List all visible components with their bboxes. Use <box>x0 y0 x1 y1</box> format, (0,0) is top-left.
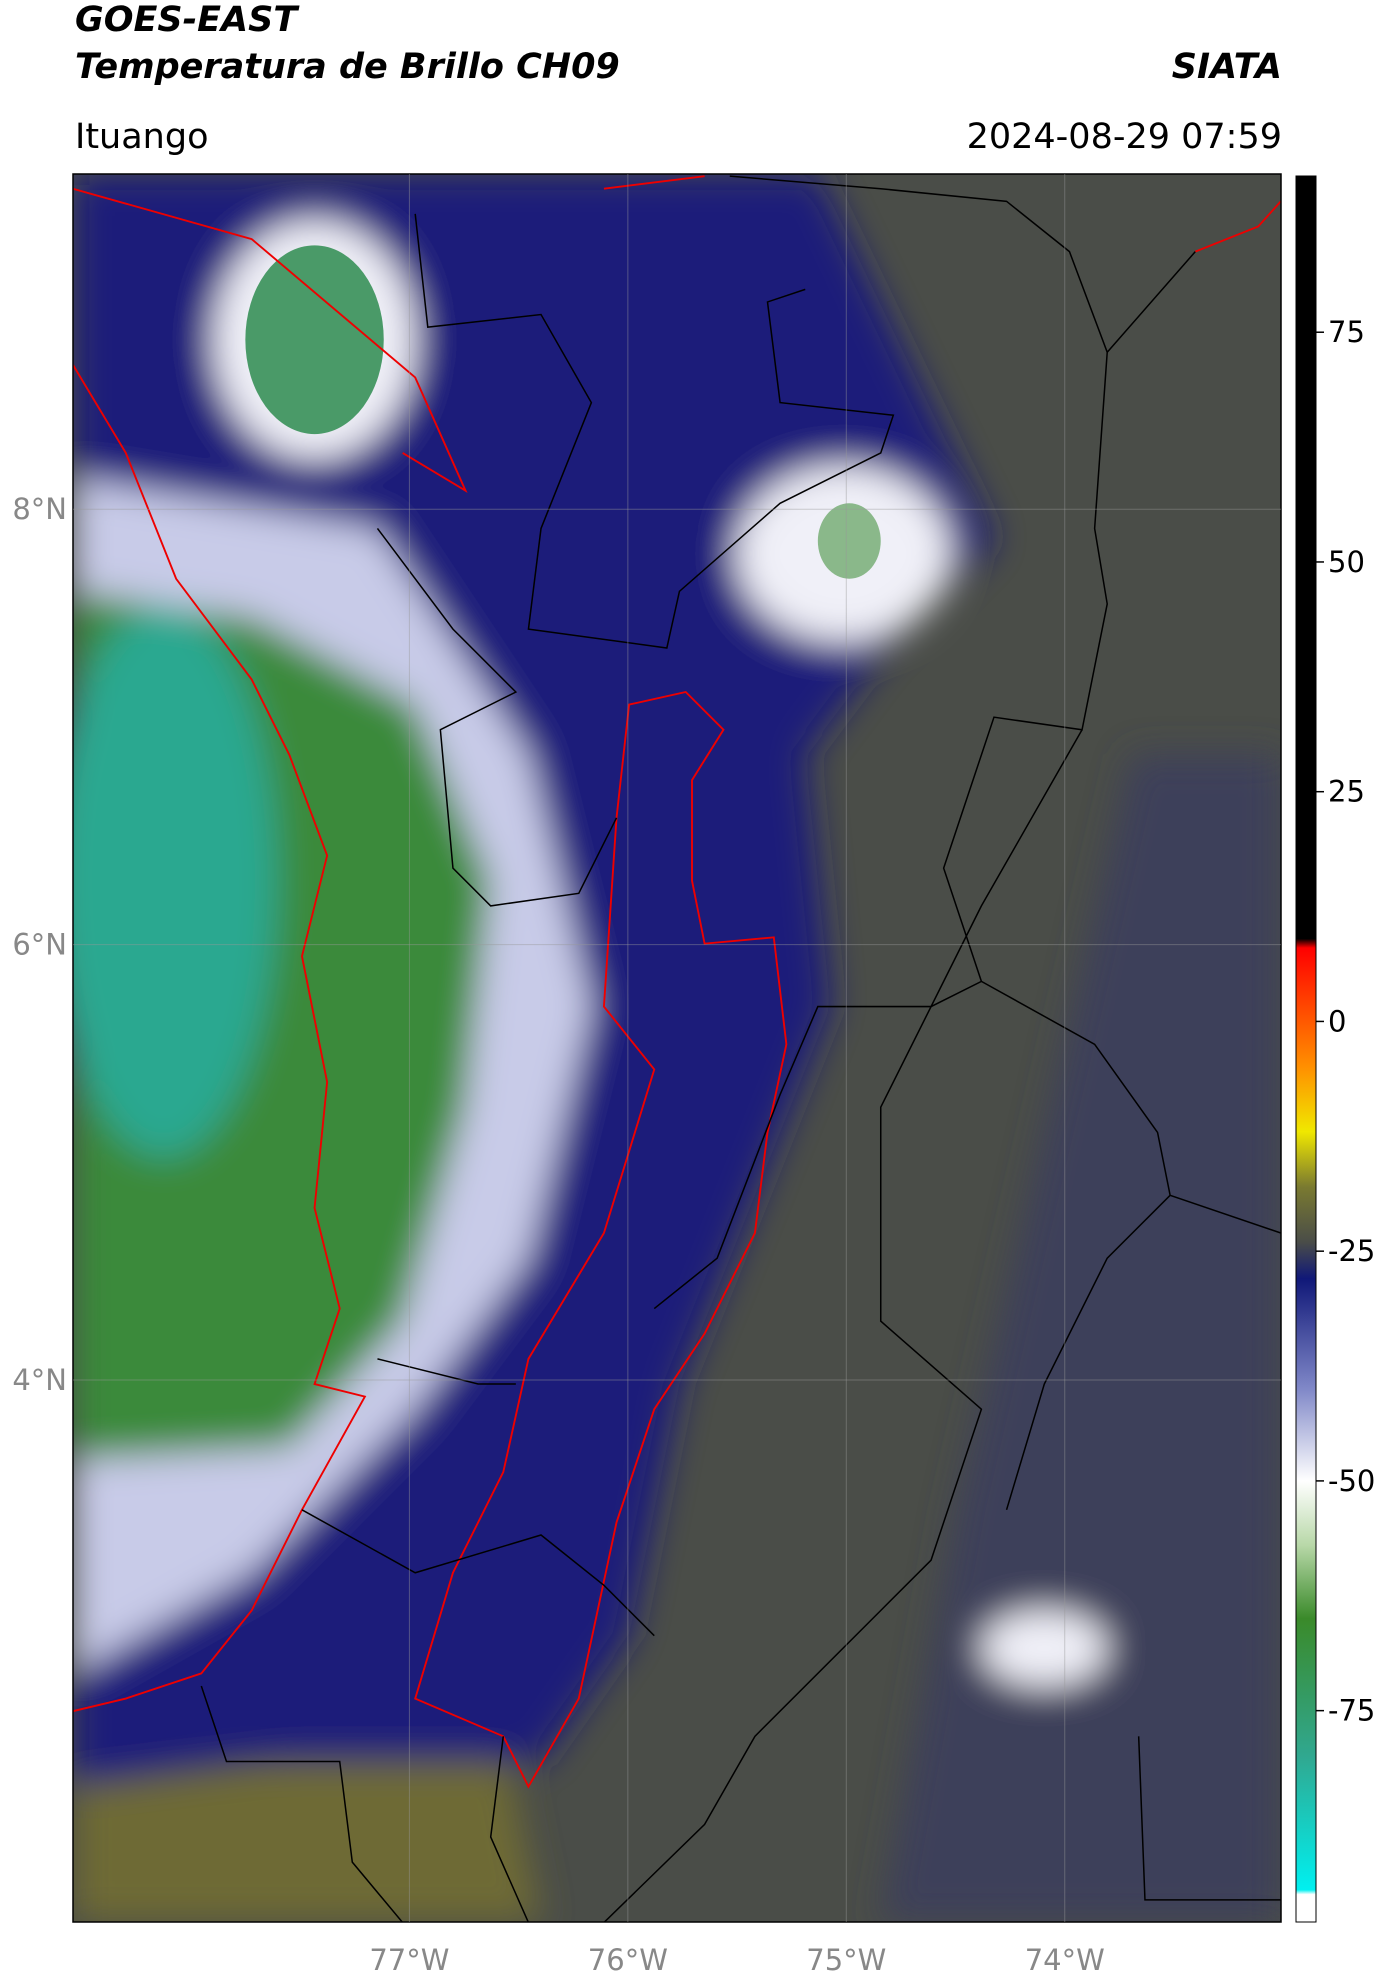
lat-tick-label: 8°N <box>12 492 67 526</box>
lon-tick-label: 76°W <box>588 1943 668 1977</box>
source: SIATA <box>1172 47 1282 87</box>
map-frame <box>72 173 1282 1923</box>
lon-tick-label: 74°W <box>1025 1943 1105 1977</box>
lat-tick-label: 4°N <box>12 1363 67 1397</box>
lon-tick-label: 75°W <box>806 1943 886 1977</box>
location: Ituango <box>75 117 209 157</box>
subtitle: Temperatura de Brillo CH09 <box>75 47 620 87</box>
colorbar <box>1295 175 1317 1923</box>
lon-tick-label: 77°W <box>369 1943 449 1977</box>
colorbar-tick-label: -25 <box>1328 1234 1375 1268</box>
datetime: 2024-08-29 07:59 <box>967 117 1282 157</box>
map-image <box>73 174 1281 1922</box>
colorbar-tick-label: -50 <box>1328 1464 1375 1498</box>
colorbar-tick-label: 75 <box>1328 315 1365 349</box>
colorbar-tick-label: 50 <box>1328 545 1365 579</box>
colorbar-tick-label: 25 <box>1328 775 1365 809</box>
lat-tick-label: 6°N <box>12 928 67 962</box>
colorbar-tick-label: -75 <box>1328 1694 1375 1728</box>
title: GOES-EAST <box>75 0 300 40</box>
colorbar-tick-label: 0 <box>1328 1004 1346 1038</box>
